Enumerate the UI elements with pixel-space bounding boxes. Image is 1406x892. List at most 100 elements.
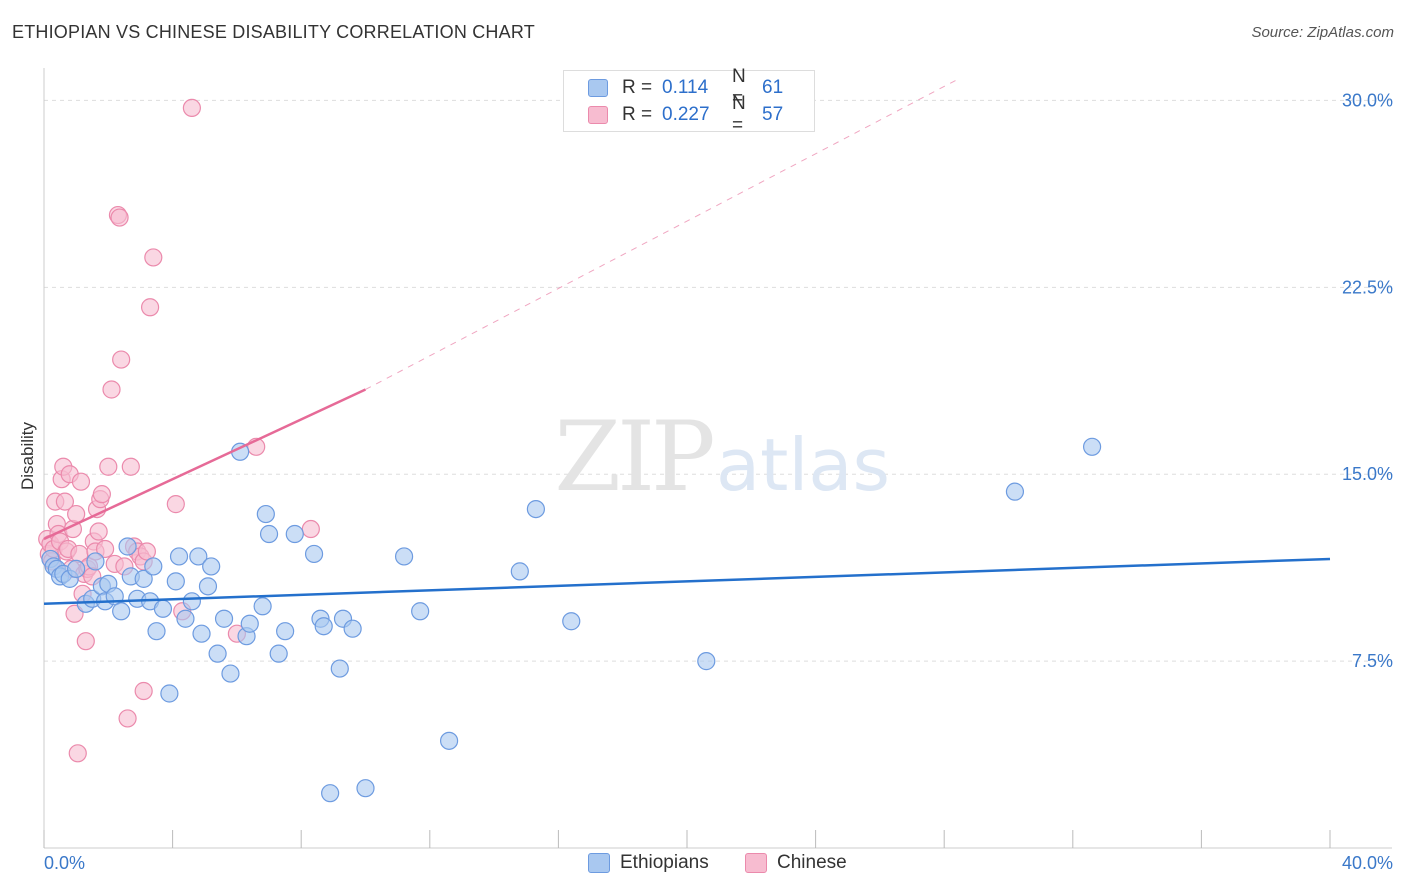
ethiopian-point (526, 500, 545, 519)
chinese-point (89, 522, 108, 541)
ethiopian-point (697, 652, 716, 671)
grid-layer (44, 99, 1392, 662)
chinese-trend-line (43, 388, 367, 541)
legend-n-label: N = (732, 93, 746, 136)
trend-layer (43, 77, 1331, 606)
legend-box: R = 0.114 N = 61 R = 0.227 N = 57 (563, 66, 815, 136)
chinese-point (68, 744, 87, 763)
ethiopian-point (160, 684, 179, 703)
legend-row-ethiopians: R = 0.114 N = 61 (588, 66, 784, 109)
swatch-chinese (745, 853, 767, 873)
axis-layer (43, 68, 1392, 849)
ethiopian-trend-line (43, 557, 1331, 606)
ethiopian-point (330, 659, 349, 678)
ethiopian-point (208, 644, 227, 663)
legend-n-value: 61 (762, 77, 784, 98)
legend-r-value: 0.114 (662, 77, 709, 98)
x-tick-label: 0.0% (44, 853, 85, 873)
ethiopian-point (304, 544, 324, 564)
ethiopian-point (176, 609, 195, 628)
x-tick-label: 40.0% (1342, 853, 1393, 873)
chinese-point (67, 504, 86, 524)
ethiopian-point (562, 612, 581, 631)
ethiopian-point (314, 617, 333, 636)
chinese-point (76, 632, 95, 651)
swatch-ethiopians (588, 853, 610, 873)
chinese-points (38, 98, 320, 763)
label-layer: 7.5% 15.0% 22.5% 30.0% 0.0% 40.0% (44, 90, 1393, 873)
ethiopian-point (118, 537, 137, 556)
ethiopian-point (192, 624, 211, 643)
ethiopian-point (321, 784, 340, 803)
source-label: Source: ZipAtlas.com (1251, 24, 1394, 41)
ethiopian-point (153, 599, 173, 618)
ethiopian-point (67, 559, 86, 579)
chinese-point (55, 492, 74, 511)
ethiopian-point (189, 547, 208, 566)
y-tick-label: 15.0% (1342, 464, 1393, 484)
ethiopian-point (285, 524, 304, 544)
ethiopian-point (202, 557, 221, 576)
ethiopian-point (439, 731, 459, 750)
chinese-point (95, 539, 115, 559)
chinese-point (112, 350, 131, 369)
ethiopian-point (1005, 482, 1025, 501)
chinese-point (137, 542, 156, 561)
legend-r-label: R = (622, 77, 653, 98)
legend-n-value: 57 (762, 104, 784, 125)
ethiopian-point (182, 592, 201, 611)
chinese-point (134, 681, 153, 701)
watermark: ZIP atlas (554, 401, 890, 513)
legend-label-chinese: Chinese (777, 852, 847, 873)
y-axis-label: Disability (18, 421, 37, 490)
ethiopian-point (343, 619, 362, 638)
ethiopian-point (221, 664, 240, 683)
chinese-point (118, 709, 137, 728)
legend-item-ethiopians: Ethiopians (588, 852, 709, 874)
chinese-point (99, 457, 118, 476)
legend-item-chinese: Chinese (745, 852, 847, 874)
chinese-trend-extension (365, 77, 961, 390)
ethiopian-point (253, 597, 272, 616)
watermark-atlas: atlas (716, 423, 890, 507)
chinese-point (121, 457, 140, 476)
y-tick-label: 30.0% (1342, 90, 1393, 110)
chinese-point (144, 248, 163, 267)
chinese-point (71, 472, 91, 491)
ethiopian-point (1082, 437, 1102, 456)
ethiopian-point (259, 524, 279, 544)
chinese-point (92, 485, 111, 504)
ethiopian-point (256, 504, 275, 524)
ethiopian-point (144, 557, 163, 576)
watermark-zip: ZIP (554, 401, 713, 513)
ethiopian-point (356, 779, 375, 798)
chinese-point (166, 495, 185, 514)
ethiopian-point (134, 569, 153, 588)
chart-title: ETHIOPIAN VS CHINESE DISABILITY CORRELAT… (12, 22, 535, 42)
legend-n-label: N = (732, 66, 746, 109)
ethiopian-point (394, 547, 414, 566)
ethiopian-point (214, 609, 234, 628)
chinese-point (140, 298, 160, 317)
legend-r-value: 0.227 (662, 104, 710, 125)
ethiopian-point (169, 547, 189, 566)
chinese-point (301, 519, 320, 539)
chinese-point (182, 98, 201, 118)
chinese-point (110, 208, 129, 227)
bottom-legend: Ethiopians Chinese (0, 852, 1406, 878)
ethiopian-point (510, 562, 529, 581)
ethiopian-point (112, 602, 131, 621)
ethiopian-point (198, 577, 218, 596)
ethiopian-point (411, 602, 430, 621)
ethiopian-point (276, 622, 295, 641)
legend-swatch-blue (588, 79, 608, 97)
y-tick-label: 7.5% (1352, 651, 1393, 671)
ethiopian-point (147, 622, 166, 641)
legend-r-label: R = (622, 104, 653, 125)
ethiopian-point (86, 552, 105, 571)
ethiopian-point (269, 644, 288, 663)
ethiopian-point (166, 572, 185, 591)
y-tick-label: 22.5% (1342, 277, 1393, 297)
chinese-point (102, 380, 121, 399)
